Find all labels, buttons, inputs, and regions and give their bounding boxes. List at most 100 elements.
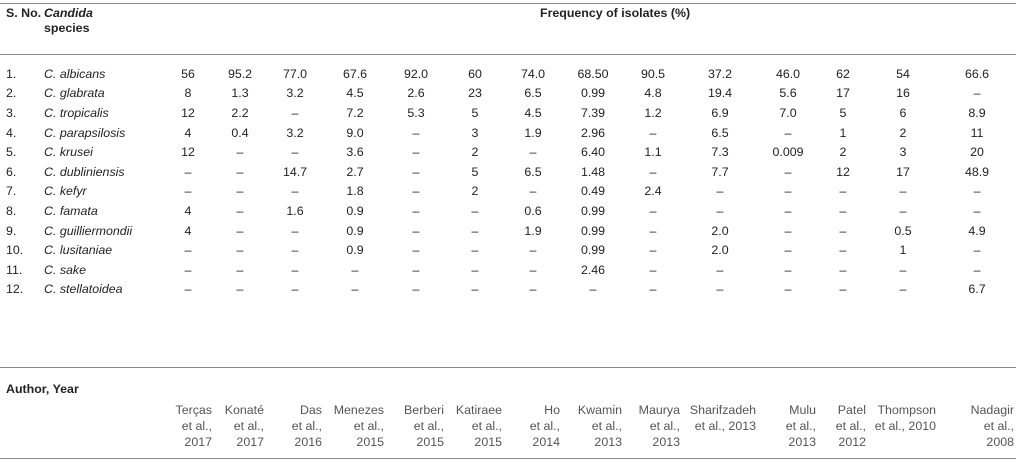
- frequency-cell: –: [649, 164, 657, 179]
- frequency-cell: 46.0: [775, 66, 801, 81]
- frequency-cell: –: [716, 282, 724, 297]
- row-number: 3.: [6, 105, 17, 120]
- frequency-cell: –: [291, 145, 299, 160]
- frequency-cell: –: [784, 262, 792, 277]
- frequency-cell: –: [973, 184, 981, 199]
- frequency-cell: –: [236, 243, 244, 258]
- frequency-cell: –: [412, 145, 420, 160]
- frequency-cell: 0.009: [772, 145, 804, 160]
- author-line: Kwamin: [577, 403, 622, 417]
- frequency-cell: –: [716, 184, 724, 199]
- frequency-cell: 2.0: [711, 223, 729, 238]
- frequency-cell: 2: [471, 184, 479, 199]
- author-cell: Katiraee et al., 2015: [446, 402, 504, 450]
- frequency-cell: 54: [896, 66, 910, 81]
- frequency-cell: 7.2: [346, 105, 364, 120]
- frequency-cell: –: [471, 243, 479, 258]
- author-cell: Sharifzadeh et al., 2013: [682, 402, 758, 450]
- frequency-cell: –: [184, 282, 192, 297]
- frequency-cell: 9.0: [346, 125, 364, 140]
- frequency-cell: 4.5: [524, 105, 542, 120]
- author-line: 2013: [788, 435, 816, 449]
- frequency-cell: –: [529, 243, 537, 258]
- frequency-cell: –: [973, 86, 981, 101]
- frequency-cell: 6.5: [524, 86, 542, 101]
- frequency-cell: 4: [184, 223, 192, 238]
- frequency-cell: –: [471, 203, 479, 218]
- row-number: 7.: [6, 184, 17, 199]
- author-cell: Thompson et al., 2010: [868, 402, 938, 450]
- frequency-cell: –: [784, 203, 792, 218]
- frequency-cell: 56: [181, 66, 195, 81]
- frequency-cell: 19.4: [707, 86, 733, 101]
- sno-header: S. No.: [6, 6, 42, 20]
- frequency-cell: –: [471, 282, 479, 297]
- frequency-cell: –: [649, 203, 657, 218]
- frequency-cell: 6.7: [968, 282, 986, 297]
- author-line: 2008: [986, 435, 1014, 449]
- frequency-cell: 11: [970, 125, 984, 140]
- author-line: Katiraee: [455, 403, 502, 417]
- frequency-cell: 4.5: [346, 86, 364, 101]
- author-line: 2015: [416, 435, 444, 449]
- author-line: Terças: [175, 403, 213, 417]
- author-line: Ho: [544, 403, 560, 417]
- frequency-cell: –: [236, 223, 244, 238]
- frequency-cell: 0.5: [894, 223, 912, 238]
- species-name: C. kefyr: [44, 184, 87, 199]
- author-cell: Terças et al., 2017: [162, 402, 214, 450]
- table-row: 5. C. krusei 12 – – 3.6 – 2 – 6.40 1.1 7.3 0.009 2 3 20: [0, 142, 1016, 162]
- frequency-cell: –: [973, 262, 981, 277]
- author-spacer: [0, 402, 162, 450]
- frequency-cell: 1.1: [644, 145, 662, 160]
- author-line: et al.,: [413, 419, 444, 433]
- frequency-cell: 77.0: [282, 66, 308, 81]
- species-name: C. parapsilosis: [44, 125, 126, 140]
- frequency-cell: 20: [970, 145, 984, 160]
- author-line: 2014: [532, 435, 560, 449]
- frequency-cell: –: [839, 203, 847, 218]
- frequency-cell: 2.0: [711, 243, 729, 258]
- frequency-cell: 0.99: [580, 203, 606, 218]
- author-line: Patel: [837, 403, 866, 417]
- frequency-cell: –: [839, 262, 847, 277]
- author-cell: Maurya et al., 2013: [624, 402, 682, 450]
- author-cell: Konaté et al., 2017: [214, 402, 266, 450]
- frequency-cell: 7.39: [580, 105, 606, 120]
- frequency-cell: –: [236, 164, 244, 179]
- author-line: Menezes: [333, 403, 384, 417]
- frequency-cell: –: [236, 184, 244, 199]
- frequency-cell: –: [291, 184, 299, 199]
- frequency-cell: –: [184, 243, 192, 258]
- frequency-cell: –: [291, 262, 299, 277]
- species-name: C. tropicalis: [44, 105, 109, 120]
- author-cell: Patel et al., 2012: [818, 402, 868, 450]
- frequency-cell: 0.99: [580, 223, 606, 238]
- frequency-cell: 1.2: [644, 105, 662, 120]
- species-name: C. sake: [44, 262, 87, 277]
- frequency-cell: 67.6: [342, 66, 368, 81]
- frequency-cell: –: [716, 203, 724, 218]
- frequency-cell: –: [529, 262, 537, 277]
- species-header: Candida species: [44, 6, 162, 50]
- frequency-cell: 0.9: [346, 243, 364, 258]
- frequency-cell: 3.2: [286, 86, 304, 101]
- row-number: 9.: [6, 223, 17, 238]
- frequency-cell: 12: [181, 105, 195, 120]
- frequency-cell: –: [412, 184, 420, 199]
- frequency-cell: 2.7: [346, 164, 364, 179]
- frequency-cell: 4: [184, 125, 192, 140]
- frequency-cell: –: [784, 125, 792, 140]
- frequency-cell: –: [471, 262, 479, 277]
- table-row: 10. C. lusitaniae – – – 0.9 – – – 0.99 – 2.0 – – 1 –: [0, 240, 1016, 260]
- frequency-cell: –: [839, 282, 847, 297]
- author-cell: Mulu et al., 2013: [758, 402, 818, 450]
- frequency-cell: 6: [899, 105, 907, 120]
- frequency-cell: 0.9: [346, 223, 364, 238]
- frequency-cell: 48.9: [964, 164, 990, 179]
- frequency-cell: –: [412, 262, 420, 277]
- author-cell: Berberi et al., 2015: [386, 402, 446, 450]
- table-row: 3. C. tropicalis 12 2.2 – 7.2 5.3 5 4.5 7.39 1.2 6.…: [0, 103, 1016, 123]
- frequency-cell: 3: [471, 125, 479, 140]
- frequency-cell: 14.7: [282, 164, 308, 179]
